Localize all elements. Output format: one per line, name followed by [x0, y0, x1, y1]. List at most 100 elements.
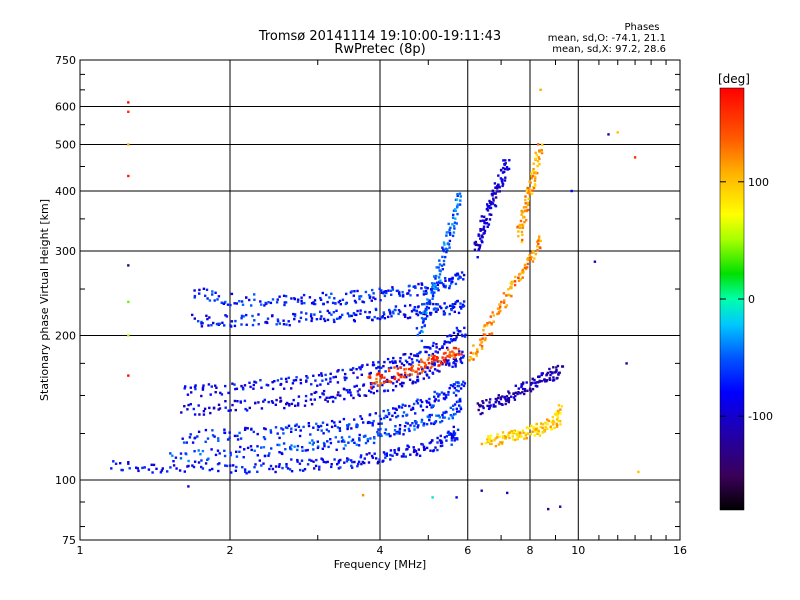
scatter-point	[283, 406, 286, 410]
scatter-point	[477, 408, 480, 412]
scatter-point	[373, 437, 376, 440]
scatter-point	[448, 312, 451, 316]
scatter-point	[401, 290, 404, 294]
scatter-point	[514, 438, 517, 442]
scatter-point	[479, 228, 482, 231]
x-tick-label: 16	[673, 544, 687, 557]
scatter-point	[320, 429, 323, 432]
scatter-point	[191, 441, 195, 444]
scatter-point	[386, 409, 390, 412]
scatter-point	[308, 458, 311, 462]
scatter-point	[280, 427, 283, 430]
scatter-point	[239, 401, 242, 404]
scatter-point	[460, 353, 463, 356]
scatter-point	[421, 330, 424, 334]
scatter-point	[360, 417, 364, 420]
scatter-point	[447, 417, 451, 420]
scatter-point	[492, 199, 495, 202]
scatter-point	[233, 399, 237, 403]
scatter-point	[292, 398, 295, 402]
scatter-point	[382, 313, 386, 316]
scatter-point	[441, 444, 444, 447]
scatter-point	[368, 311, 371, 314]
scatter-point	[426, 315, 429, 318]
scatter-point	[350, 394, 353, 397]
scatter-point	[556, 418, 559, 421]
scatter-point	[462, 354, 465, 357]
scatter-point	[208, 316, 211, 319]
scatter-point	[320, 372, 323, 375]
scatter-point	[234, 319, 237, 323]
scatter-point	[482, 225, 486, 228]
scatter-point	[390, 376, 394, 379]
scatter-point	[422, 312, 425, 316]
scatter-point	[383, 389, 386, 392]
scatter-point	[452, 351, 455, 355]
scatter-point	[442, 359, 446, 362]
scatter-point	[337, 461, 340, 464]
scatter-point	[407, 373, 410, 377]
scatter-point	[359, 295, 363, 298]
scatter-point	[440, 281, 443, 285]
scatter-point	[411, 369, 415, 372]
scatter-point	[245, 313, 248, 317]
scatter-point	[494, 405, 497, 408]
scatter-point	[346, 427, 349, 431]
scatter-point	[183, 387, 186, 390]
scatter-point	[505, 304, 509, 307]
scatter-point	[364, 394, 368, 397]
scatter-point	[385, 291, 388, 295]
scatter-point	[453, 403, 457, 406]
scatter-point	[356, 390, 360, 393]
scatter-point	[511, 280, 514, 284]
scatter-point	[233, 383, 236, 386]
scatter-point	[420, 371, 423, 374]
scatter-point	[217, 439, 220, 442]
scatter-point	[256, 454, 259, 457]
scatter-point	[539, 239, 542, 243]
scatter-point	[204, 428, 208, 432]
scatter-point	[452, 213, 455, 217]
scatter-point	[428, 413, 431, 417]
scatter-point	[479, 244, 482, 247]
scatter-point	[316, 384, 319, 387]
scatter-point	[393, 411, 397, 415]
scatter-point	[439, 444, 443, 448]
scatter-point	[269, 301, 273, 305]
scatter-point	[510, 286, 513, 289]
scatter-point	[406, 447, 409, 451]
scatter-point	[209, 393, 212, 396]
scatter-point	[297, 395, 301, 398]
scatter-point	[204, 440, 207, 443]
scatter-point	[531, 430, 534, 433]
scatter-point	[294, 424, 297, 427]
scatter-point	[529, 258, 532, 261]
scatter-point	[520, 226, 523, 229]
scatter-point	[475, 351, 478, 354]
scatter-point	[440, 306, 443, 310]
scatter-point	[349, 391, 352, 394]
scatter-point	[457, 389, 460, 393]
scatter-point	[537, 236, 541, 240]
scatter-point	[521, 268, 524, 272]
scatter-point	[421, 303, 424, 306]
scatter-point	[517, 230, 520, 233]
scatter-point	[378, 317, 382, 321]
scatter-point	[278, 463, 281, 466]
scatter-point	[501, 431, 505, 434]
scatter-point	[172, 460, 175, 463]
scatter-point	[524, 434, 527, 437]
scatter-point	[302, 469, 305, 472]
scatter-point	[252, 430, 255, 434]
scatter-point	[491, 311, 494, 314]
scatter-point	[444, 394, 447, 397]
scatter-point	[400, 362, 404, 365]
scatter-point	[418, 351, 421, 355]
scatter-point	[444, 356, 447, 360]
scatter-point	[290, 387, 293, 390]
scatter-point	[286, 426, 289, 430]
scatter-point	[305, 312, 308, 315]
scatter-point	[362, 301, 366, 304]
scatter-point	[532, 426, 535, 429]
scatter-point	[330, 419, 334, 423]
